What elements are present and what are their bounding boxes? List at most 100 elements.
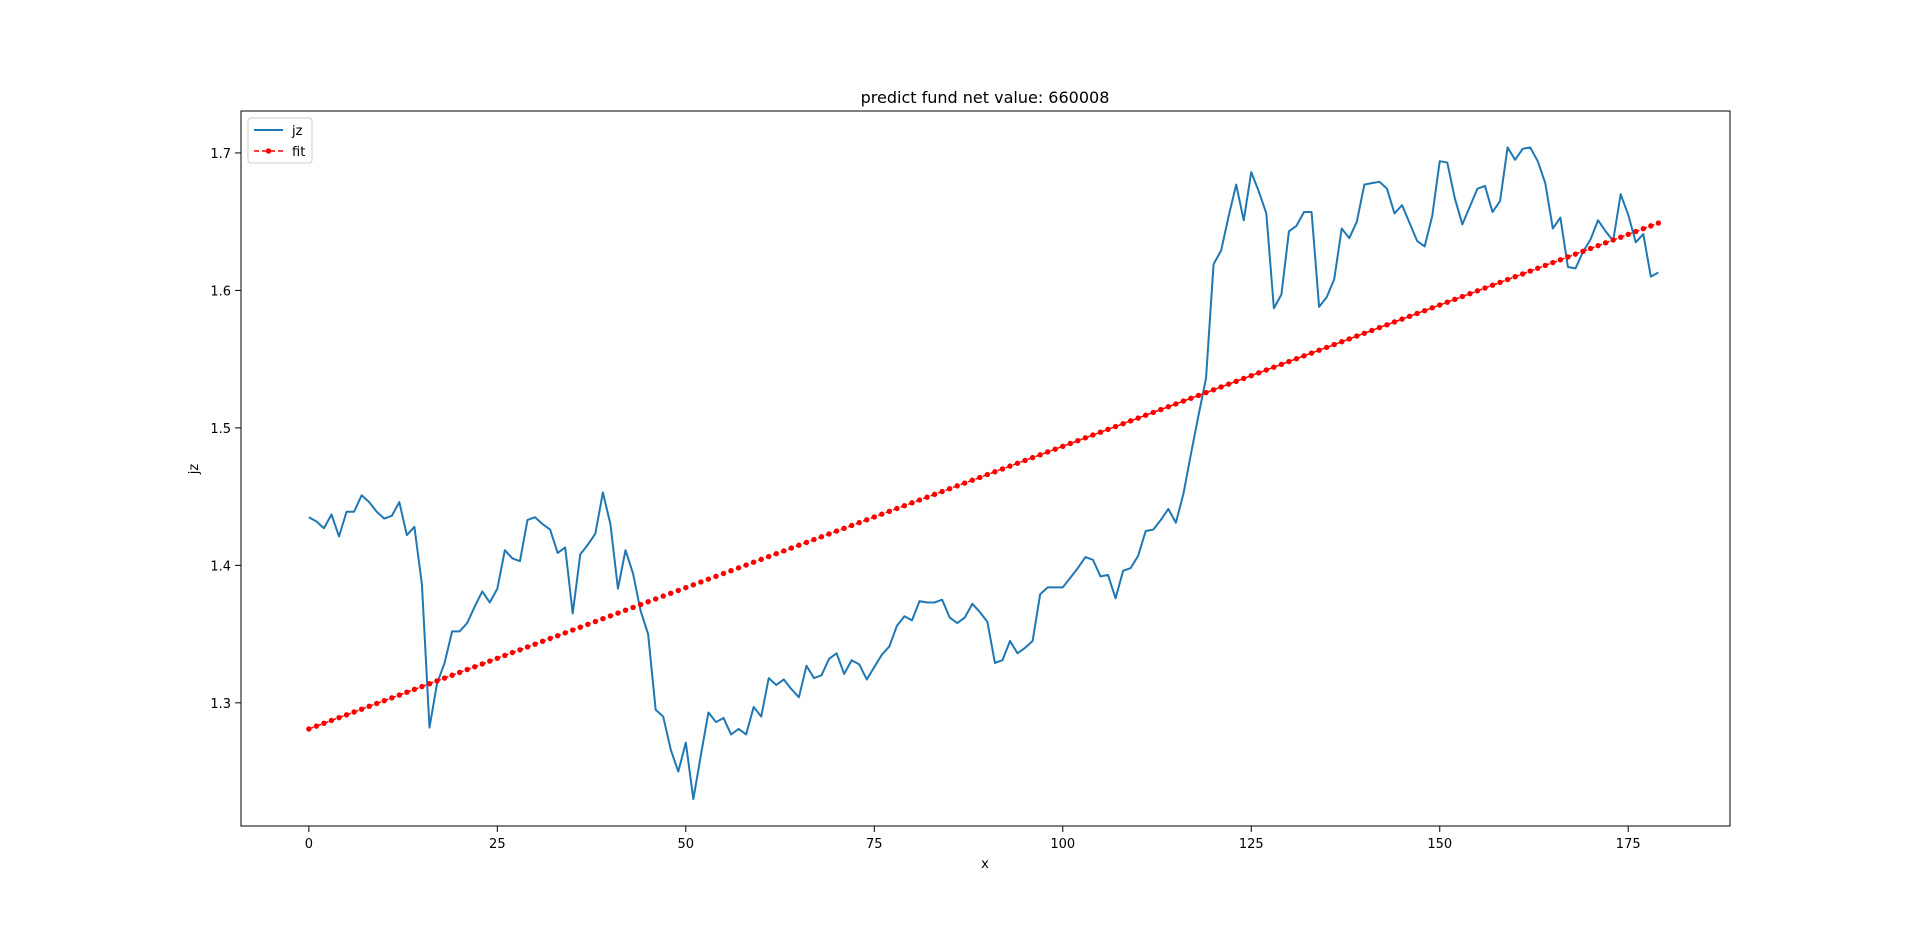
plot-frame <box>240 110 1731 827</box>
fit-point <box>562 630 568 636</box>
fit-point <box>1519 271 1526 277</box>
fit-point <box>1489 282 1496 288</box>
fit-point <box>728 567 734 574</box>
series-layer <box>306 146 1662 801</box>
fit-point <box>1421 307 1428 314</box>
fit-point <box>1648 223 1654 229</box>
fit-point <box>1263 367 1270 373</box>
fit-point <box>962 480 968 486</box>
fit-point <box>1557 257 1564 263</box>
fit-point <box>1542 262 1548 269</box>
fit-point <box>1482 285 1488 291</box>
fit-point <box>1474 288 1481 294</box>
fit-point <box>1467 291 1473 297</box>
x-tick-label: 100 <box>1050 837 1075 852</box>
fit-point <box>547 635 553 642</box>
fit-point <box>1459 293 1466 300</box>
fit-point <box>1323 344 1330 351</box>
fit-point <box>939 488 945 495</box>
fit-point <box>675 587 681 594</box>
fit-point <box>1112 423 1119 430</box>
fit-point <box>592 618 599 625</box>
fit-point <box>705 576 712 582</box>
fit-point <box>1308 350 1315 356</box>
fit-point <box>1165 404 1172 410</box>
fit-point <box>1444 299 1450 305</box>
fit-point <box>1188 395 1194 401</box>
fit-point <box>600 616 606 622</box>
fit-point <box>532 641 538 647</box>
fit-point <box>441 675 448 681</box>
fit-point <box>1180 398 1187 404</box>
fit-point <box>1497 279 1503 286</box>
fit-point <box>1572 251 1579 257</box>
fit-point <box>1527 268 1533 274</box>
fit-point <box>396 692 403 698</box>
fit-point <box>411 686 418 693</box>
fit-point <box>1655 220 1662 226</box>
fit-point <box>517 647 523 653</box>
fit-point <box>713 573 719 580</box>
fit-point <box>1060 443 1066 450</box>
fit-point <box>1610 237 1616 243</box>
fit-point <box>781 548 787 554</box>
fit-point <box>773 551 779 557</box>
fit-point <box>1429 305 1435 311</box>
fit-point <box>494 655 501 661</box>
fit-point <box>419 683 425 690</box>
fit-point <box>1452 296 1458 303</box>
x-tick-label: 50 <box>678 837 695 852</box>
fit-point <box>449 672 455 678</box>
y-tick-label: 1.5 <box>210 422 231 437</box>
fit-point <box>924 494 930 500</box>
fit-point <box>1504 276 1511 283</box>
fit-point <box>766 553 772 560</box>
fit-point <box>1512 274 1518 280</box>
fit-point <box>487 658 493 664</box>
fit-point <box>1150 409 1156 416</box>
y-axis: 1.3 1.4 1.5 1.6 1.7 <box>210 147 241 712</box>
fit-point <box>374 700 380 707</box>
fit-point <box>1625 231 1631 238</box>
fit-point <box>1271 364 1277 370</box>
y-tick-label: 1.3 <box>210 697 231 712</box>
fit-point <box>1602 240 1609 246</box>
fit-point <box>999 466 1006 472</box>
fit-point <box>909 500 915 506</box>
fit-point <box>1301 353 1307 359</box>
fit-point <box>886 508 893 515</box>
fit-point <box>472 664 478 670</box>
fit-point <box>660 593 666 599</box>
fit-point <box>992 469 998 475</box>
fit-point <box>743 562 749 568</box>
fit-point <box>864 517 870 523</box>
fit-point <box>1339 339 1345 345</box>
fit-point <box>366 703 372 710</box>
fit-point <box>1067 440 1074 447</box>
fit-point <box>630 604 636 611</box>
x-axis-label: x <box>981 857 989 872</box>
fit-point <box>652 596 659 602</box>
fit-point <box>615 610 621 616</box>
fit-point <box>637 601 644 608</box>
x-axis: 0 25 50 75 100 125 150 175 <box>305 826 1641 852</box>
fit-point <box>1195 392 1202 399</box>
fit-point <box>1218 384 1224 390</box>
fit-point <box>1595 242 1601 249</box>
fit-point <box>1233 378 1239 385</box>
fit-point <box>848 522 855 529</box>
fit-point <box>509 649 516 656</box>
fit-point <box>931 491 938 498</box>
fit-point <box>1587 245 1594 252</box>
fit-point <box>1384 322 1390 328</box>
fit-point <box>1052 446 1058 452</box>
fit-point <box>1369 327 1375 334</box>
fit-point <box>1007 463 1013 469</box>
fit-point <box>1633 228 1639 235</box>
fit-point <box>856 519 862 526</box>
fit-point <box>690 582 697 588</box>
chart-title: predict fund net value: 660008 <box>861 88 1110 107</box>
fit-point <box>1037 452 1043 458</box>
fit-point <box>1022 457 1028 464</box>
